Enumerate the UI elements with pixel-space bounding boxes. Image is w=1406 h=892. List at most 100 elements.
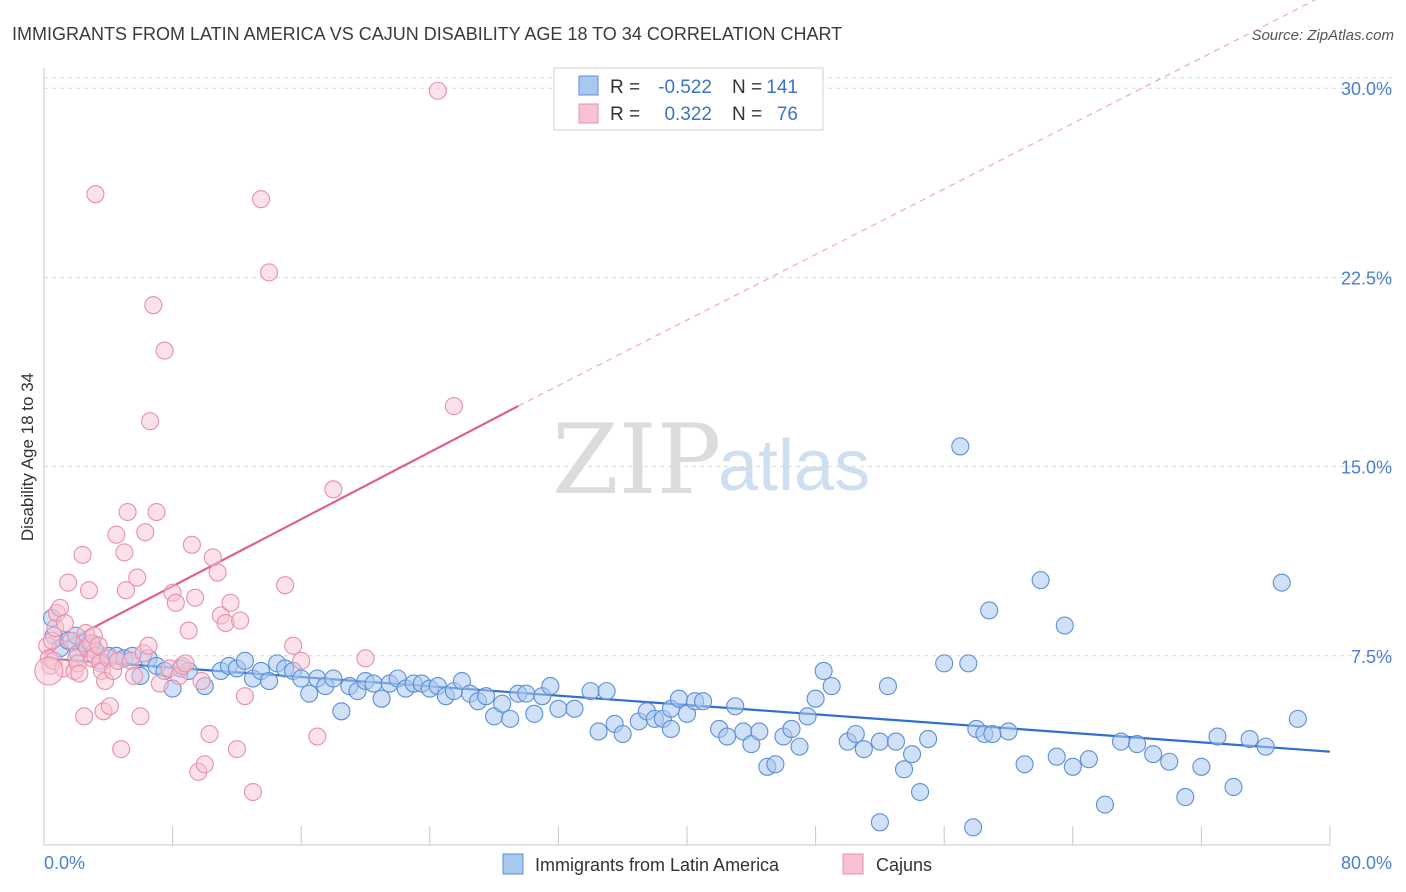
point-immigrants-82 [726, 697, 745, 716]
point-cajuns-71 [235, 687, 254, 706]
bottom-legend-label-immigrants: Immigrants from Latin America [535, 855, 780, 875]
legend-n-label-1: N = [732, 77, 762, 98]
point-immigrants-122 [1176, 788, 1195, 807]
point-immigrants-97 [854, 740, 873, 759]
point-immigrants-100 [886, 732, 906, 751]
point-immigrants-36 [324, 669, 343, 688]
point-immigrants-121 [1160, 752, 1179, 771]
point-immigrants-125 [1224, 777, 1243, 797]
point-cajuns-50 [155, 341, 174, 360]
point-cajuns-49 [150, 674, 169, 693]
point-cajuns-58 [182, 535, 201, 554]
point-cajuns-35 [112, 740, 131, 759]
point-cajuns-75 [276, 576, 295, 595]
point-cajuns-15 [70, 664, 89, 683]
point-cajuns-65 [208, 563, 227, 582]
point-immigrants-134 [980, 601, 999, 620]
point-cajuns-37 [116, 581, 136, 600]
point-cajuns-46 [141, 412, 160, 431]
point-immigrants-130 [870, 813, 889, 832]
point-immigrants-91 [798, 707, 817, 726]
legend-r-value-1: -0.522 [658, 77, 712, 98]
legend-r-label-2: R = [610, 104, 640, 125]
bottom-legend-swatch-cajuns [842, 853, 864, 875]
point-immigrants-120 [1144, 745, 1163, 764]
point-immigrants-118 [1111, 732, 1131, 751]
point-immigrants-79 [694, 692, 713, 711]
point-immigrants-66 [581, 682, 600, 701]
point-cajuns-81 [428, 81, 447, 100]
point-immigrants-99 [878, 677, 897, 696]
point-immigrants-133 [661, 719, 680, 739]
series-cajuns-points [34, 81, 463, 802]
y-axis-label: Disability Age 18 to 34 [18, 373, 37, 541]
point-immigrants-96 [846, 724, 865, 744]
point-immigrants-60 [517, 684, 536, 703]
point-immigrants-64 [549, 699, 568, 718]
point-cajuns-40 [124, 666, 144, 686]
point-cajuns-20 [79, 581, 99, 600]
point-immigrants-132 [1055, 616, 1074, 635]
y-tick-label-2: 22.5% [1341, 268, 1392, 288]
legend-n-label-2: N = [732, 104, 762, 125]
trend-line-cajuns [43, 405, 519, 655]
point-immigrants-110 [983, 724, 1002, 744]
point-cajuns-57 [179, 621, 198, 640]
point-cajuns-16 [73, 545, 92, 564]
point-immigrants-113 [1031, 571, 1050, 590]
point-cajuns-25 [89, 636, 108, 655]
point-cajuns-59 [186, 588, 205, 607]
point-immigrants-115 [1063, 757, 1082, 776]
legend-swatch-cajuns [578, 103, 599, 124]
point-immigrants-93 [814, 661, 833, 680]
point-cajuns-31 [100, 697, 119, 716]
point-cajuns-63 [200, 724, 219, 744]
point-cajuns-42 [131, 707, 150, 726]
point-immigrants-41 [364, 674, 383, 693]
point-cajuns-74 [259, 263, 279, 282]
y-tick-label-1: 15.0% [1341, 458, 1392, 478]
point-immigrants-124 [1208, 727, 1227, 746]
point-immigrants-37 [332, 702, 351, 721]
point-cajuns-73 [251, 190, 271, 209]
point-immigrants-94 [822, 677, 841, 696]
point-cajuns-large [34, 656, 64, 686]
y-tick-labels: 7.5% 15.0% 22.5% 30.0% [1341, 79, 1392, 667]
point-immigrants-119 [1128, 735, 1147, 754]
point-cajuns-61 [192, 671, 211, 691]
point-immigrants-81 [718, 727, 737, 746]
point-cajuns-79 [324, 480, 343, 499]
y-tick-label-3: 30.0% [1341, 79, 1392, 99]
point-immigrants-105 [935, 654, 954, 673]
grid-lines [44, 77, 1392, 657]
source-label: Source: ZipAtlas.com [1251, 27, 1394, 44]
point-immigrants-106 [951, 437, 970, 456]
point-immigrants-87 [766, 755, 785, 774]
point-immigrants-65 [565, 699, 584, 718]
series-legend: Immigrants from Latin America Cajuns [502, 853, 932, 875]
point-immigrants-89 [782, 719, 801, 739]
point-cajuns-76 [284, 636, 303, 655]
point-immigrants-126 [1240, 730, 1259, 749]
point-immigrants-85 [750, 722, 769, 741]
point-immigrants-112 [1015, 755, 1034, 774]
point-immigrants-76 [669, 689, 689, 708]
legend-r-label-1: R = [610, 77, 640, 98]
point-cajuns-47 [144, 296, 163, 315]
point-cajuns-83 [86, 185, 105, 204]
point-immigrants-28 [259, 671, 279, 691]
point-immigrants-55 [477, 687, 496, 706]
point-cajuns-77 [292, 651, 311, 670]
point-immigrants-58 [501, 709, 520, 728]
point-cajuns-33 [107, 525, 126, 544]
point-immigrants-116 [1079, 750, 1098, 769]
watermark-zip: ZIP [552, 404, 721, 516]
point-immigrants-63 [541, 677, 560, 696]
point-immigrants-107 [959, 654, 978, 673]
point-cajuns-38 [118, 502, 137, 522]
point-cajuns-72 [243, 782, 263, 802]
point-immigrants-32 [292, 669, 311, 688]
point-immigrants-33 [300, 684, 319, 703]
point-immigrants-90 [790, 737, 809, 756]
